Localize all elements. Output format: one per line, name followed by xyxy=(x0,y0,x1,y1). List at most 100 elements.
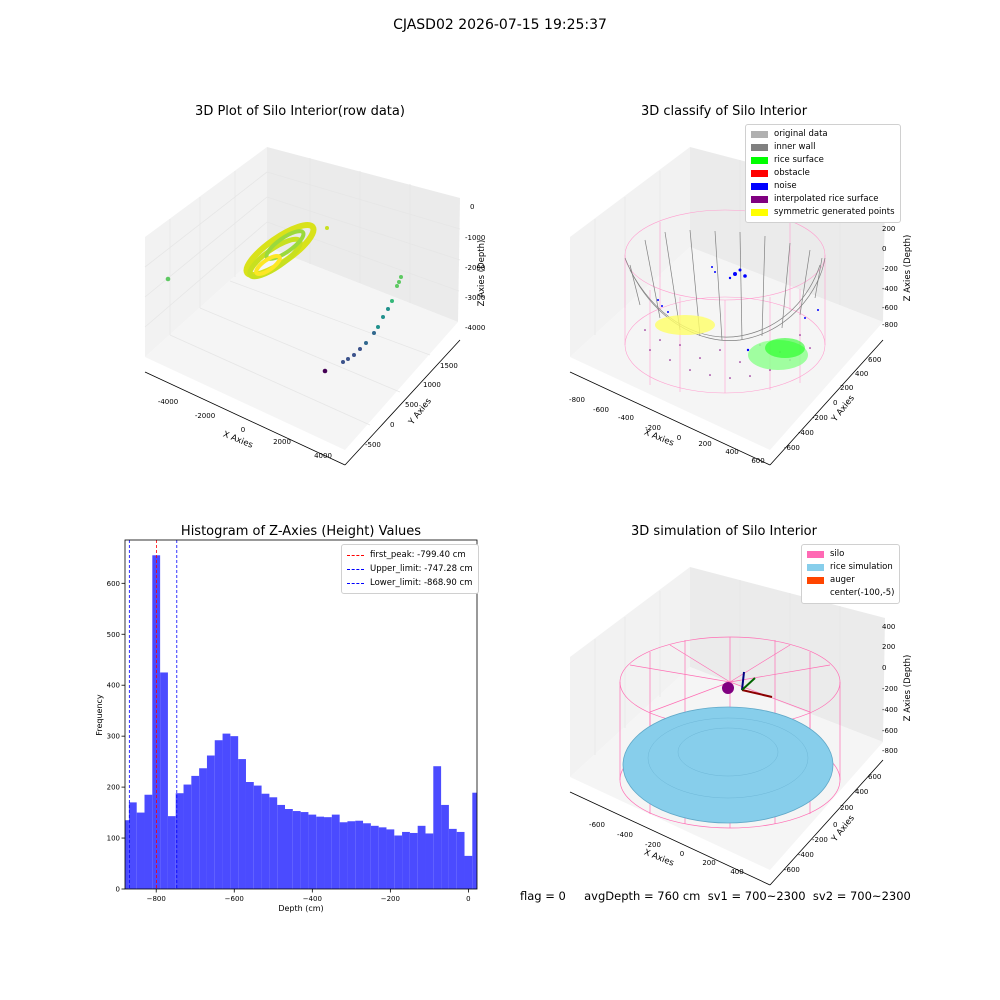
histogram-bar xyxy=(394,835,403,889)
panel2-legend: original data inner wall rice surface ob… xyxy=(745,124,901,223)
panel4-y-tick: 0 xyxy=(833,821,837,829)
panel4-x-label: X Axies xyxy=(642,848,675,869)
panel4-pane-back xyxy=(690,567,885,742)
histogram-x-tick-label: −400 xyxy=(303,895,322,903)
panel4-x-tick: -200 xyxy=(645,841,661,849)
histogram-bars xyxy=(125,555,477,889)
panel2-x-tick: 0 xyxy=(677,434,681,442)
histogram-bar xyxy=(230,736,239,889)
histogram-x-ticks: −800 −600 −400 −200 0 xyxy=(147,889,471,903)
panel1-z-tick: -1000 xyxy=(465,234,485,242)
panel4-y-tick: 400 xyxy=(855,788,868,796)
panel2-y-tick: 200 xyxy=(840,384,853,392)
panel4-x-tick: -400 xyxy=(617,831,633,839)
histogram-bar xyxy=(175,793,184,889)
histogram-bar xyxy=(472,792,477,889)
panel2-x-tick: -600 xyxy=(593,406,609,414)
histogram-bar xyxy=(245,782,254,889)
legend-swatch xyxy=(751,196,768,203)
panel4-z-tick: 400 xyxy=(882,623,895,631)
panel4-z-label: Z Axies (Depth) xyxy=(903,655,913,722)
panel1-y-axis-line xyxy=(344,339,461,466)
histogram-y-tick-label: 400 xyxy=(107,682,120,690)
panel3-legend: first_peak: -799.40 cm Upper_limit: -747… xyxy=(341,544,479,594)
legend-label: original data xyxy=(774,129,828,139)
legend-label: first_peak: -799.40 cm xyxy=(370,550,466,560)
panel1-y-tick: 1500 xyxy=(440,362,458,370)
panel2-y-tick: 600 xyxy=(868,356,881,364)
panel1-rice-ring-cluster xyxy=(243,222,317,280)
panel2-yellow-points xyxy=(655,315,715,335)
histogram-bar xyxy=(300,812,309,889)
panel4-title: 3D simulation of Silo Interior xyxy=(631,524,817,539)
histogram-bar xyxy=(128,802,137,889)
panel2-z-tick: -200 xyxy=(882,265,898,273)
legend-label: Lower_limit: -868.90 cm xyxy=(370,578,473,588)
legend-entry: interpolated rice surface xyxy=(751,193,895,206)
legend-label: noise xyxy=(774,181,797,191)
panel1-x-tick: -4000 xyxy=(158,398,178,406)
legend-entry: symmetric generated points xyxy=(751,206,895,219)
histogram-bar xyxy=(402,831,410,889)
legend-entry: silo xyxy=(807,548,894,561)
legend-entry: auger xyxy=(807,574,894,587)
panel4-3d-plot: -600 -400 -200 0 200 400 -600 -400 -200 … xyxy=(569,567,913,886)
panel4-y-tick: -400 xyxy=(798,851,814,859)
legend-label: auger xyxy=(830,575,855,585)
panel2-z-label: Z Axies (Depth) xyxy=(903,235,913,302)
panel2-x-tick: 400 xyxy=(725,448,738,456)
legend-label: center(-100,-5) xyxy=(830,588,895,598)
panel2-x-tick: -200 xyxy=(645,424,661,432)
histogram-bar xyxy=(183,784,192,889)
histogram-x-tick-label: 0 xyxy=(466,895,470,903)
panel4-y-tick: 600 xyxy=(868,773,881,781)
panel4-z-tick: 0 xyxy=(882,664,886,672)
panel1-z-tick: 0 xyxy=(470,203,474,211)
legend-label: silo xyxy=(830,549,845,559)
panel4-x-tick: 400 xyxy=(730,868,743,876)
histogram-bar xyxy=(199,768,207,889)
legend-swatch xyxy=(751,209,768,216)
histogram-bar xyxy=(456,831,465,889)
histogram-y-tick-label: 300 xyxy=(107,733,120,741)
legend-entry: Lower_limit: -868.90 cm xyxy=(347,576,473,590)
legend-swatch xyxy=(751,144,768,151)
histogram-bar xyxy=(277,804,285,889)
panel1-x-tick: 0 xyxy=(241,426,245,434)
histogram-bar xyxy=(433,766,442,889)
panel1-pane-back xyxy=(267,147,460,322)
panel4-y-tick: 200 xyxy=(840,804,853,812)
panel2-z-tick: 0 xyxy=(882,245,886,253)
legend-label: rice surface xyxy=(774,155,824,165)
panel1-x-label: X Axies xyxy=(221,430,254,451)
legend-line xyxy=(347,568,364,570)
panel2-y-label: Y Axies xyxy=(829,393,857,425)
panel1-x-tick: 2000 xyxy=(273,438,291,446)
histogram-bar xyxy=(331,814,340,889)
panel4-z-tick: -400 xyxy=(882,706,898,714)
histogram-bar xyxy=(238,759,246,889)
panel2-title: 3D classify of Silo Interior xyxy=(640,104,808,119)
histogram-bar xyxy=(261,793,270,889)
legend-swatch xyxy=(751,131,768,138)
histogram-bar xyxy=(269,797,278,889)
panel1-y-tick: 1000 xyxy=(423,381,441,389)
legend-swatch xyxy=(751,170,768,177)
histogram-bar xyxy=(167,816,176,889)
histogram-bar xyxy=(386,829,395,889)
panel1-x-tick: 4000 xyxy=(314,452,332,460)
histogram-bar xyxy=(125,820,129,889)
panel2-silo-wireframe xyxy=(624,209,826,394)
panel1-3d-plot: -4000 -2000 0 2000 4000 -500 0 500 1000 … xyxy=(144,147,487,466)
legend-line xyxy=(347,582,364,584)
panel2-y-tick: -600 xyxy=(784,444,800,452)
panel4-rice-simulation xyxy=(622,706,834,824)
panel1-z-tick: -2000 xyxy=(465,264,485,272)
histogram-bar xyxy=(378,827,387,889)
panel2-x-tick: 200 xyxy=(698,440,711,448)
histogram-bar xyxy=(191,775,200,889)
legend-swatch xyxy=(807,564,824,571)
status-footer: flag = 0 avgDepth = 760 cm sv1 = 700~230… xyxy=(520,889,911,903)
histogram-bar xyxy=(417,825,426,889)
panel1-y-tick: 0 xyxy=(390,421,394,429)
